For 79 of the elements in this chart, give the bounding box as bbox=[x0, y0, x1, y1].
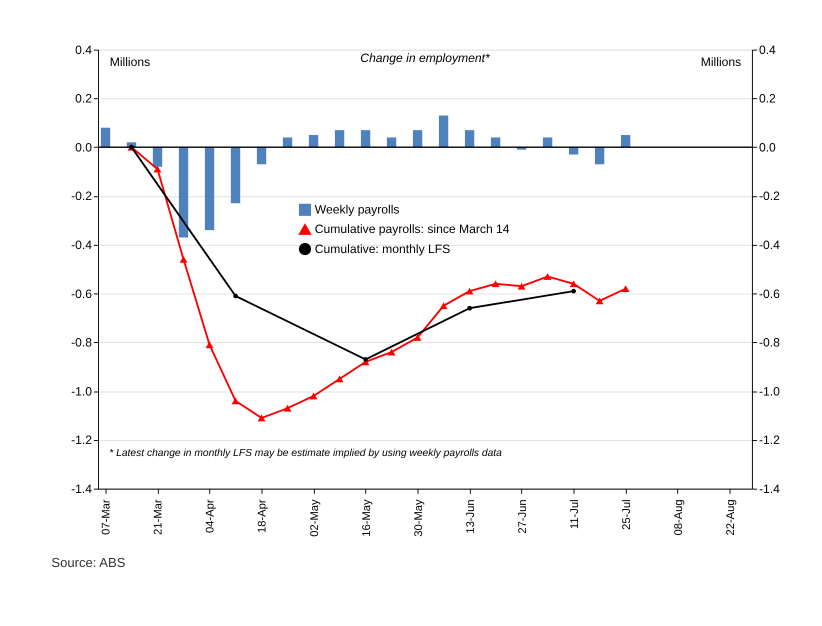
chart-title: Change in employment* bbox=[360, 50, 491, 65]
bar bbox=[178, 147, 188, 238]
y-tick-label: -0.2 bbox=[71, 189, 92, 204]
point bbox=[180, 256, 188, 263]
bar bbox=[412, 130, 422, 148]
bar bbox=[594, 147, 604, 164]
bar bbox=[620, 135, 630, 148]
y-tick-label: -1.0 bbox=[71, 384, 92, 398]
y2-tick-label: 0.0 bbox=[758, 140, 776, 154]
y2-tick-label: -0.4 bbox=[758, 238, 780, 252]
bar bbox=[542, 137, 552, 148]
x-tick-label: 08-Aug bbox=[672, 499, 685, 536]
point bbox=[284, 404, 292, 412]
y2-tick-label: -0.2 bbox=[758, 189, 780, 204]
bar bbox=[230, 147, 240, 204]
bar bbox=[256, 147, 266, 164]
y2-tick-label: 0.2 bbox=[758, 92, 776, 106]
y-tick-label: -1.2 bbox=[71, 433, 92, 448]
legend-label: Cumulative payrolls: since March 14 bbox=[314, 222, 510, 236]
point bbox=[596, 297, 604, 304]
bar bbox=[100, 128, 110, 148]
point bbox=[388, 348, 396, 356]
point bbox=[206, 341, 214, 348]
x-tick-label: 25-Jul bbox=[620, 499, 633, 530]
source-note: Source: ABS bbox=[51, 555, 126, 570]
y2-tick-label: 0.4 bbox=[758, 42, 776, 57]
y2-tick-label: -1.4 bbox=[758, 482, 780, 496]
y-tick-label: 0.4 bbox=[75, 42, 92, 57]
point bbox=[622, 285, 630, 292]
y-tick-label: 0.2 bbox=[75, 92, 92, 106]
x-tick-label: 13-Jun bbox=[464, 499, 477, 534]
legend-label: Weekly payrolls bbox=[314, 202, 400, 217]
point bbox=[414, 334, 422, 341]
bar bbox=[360, 130, 370, 148]
y-tick-label: -0.8 bbox=[71, 336, 92, 350]
point bbox=[336, 376, 344, 382]
y-tick-label: -0.4 bbox=[71, 238, 92, 252]
x-tick-label: 07-Mar bbox=[100, 499, 113, 535]
y-tick-label: -1.4 bbox=[71, 482, 92, 496]
point bbox=[492, 280, 500, 288]
point bbox=[310, 392, 318, 400]
point bbox=[518, 282, 526, 290]
x-tick-label: 22-Aug bbox=[724, 499, 737, 536]
y2-tick-label: -0.8 bbox=[758, 336, 780, 350]
x-tick-label: 27-Jun bbox=[516, 499, 529, 534]
annotation: * Latest change in monthly LFS may be estimate implied by using weekly payrolls data bbox=[109, 448, 502, 459]
x-tick-label: 30-May bbox=[412, 499, 425, 537]
point bbox=[440, 302, 448, 310]
bar bbox=[464, 130, 474, 148]
point bbox=[571, 288, 576, 294]
point bbox=[233, 294, 238, 298]
legend-label: Cumulative: monthly LFS bbox=[314, 242, 450, 256]
x-tick-label: 16-May bbox=[360, 499, 373, 537]
point bbox=[466, 288, 474, 294]
y2-tick-label: -1.2 bbox=[758, 433, 780, 448]
point bbox=[258, 414, 266, 422]
y2-tick-label: -0.6 bbox=[758, 286, 780, 301]
y-axis-title: Millions bbox=[110, 55, 150, 69]
point bbox=[363, 357, 368, 362]
point bbox=[154, 166, 162, 173]
y2-axis-title: Millions bbox=[700, 55, 742, 69]
x-tick-label: 21-Mar bbox=[152, 499, 165, 535]
x-tick-label: 11-Jul bbox=[568, 499, 581, 530]
x-tick-label: 04-Apr bbox=[204, 499, 217, 534]
bar bbox=[334, 130, 344, 148]
bar bbox=[438, 116, 448, 148]
y-tick-label: -0.6 bbox=[71, 286, 92, 301]
point bbox=[570, 280, 578, 288]
bar bbox=[568, 147, 578, 155]
point bbox=[544, 273, 552, 280]
bar bbox=[490, 137, 500, 148]
y-tick-label: 0.0 bbox=[75, 140, 92, 154]
x-tick-label: 02-May bbox=[308, 499, 321, 537]
point bbox=[467, 306, 472, 311]
y2-tick-label: -1.0 bbox=[758, 384, 780, 398]
bar bbox=[308, 135, 318, 148]
bar bbox=[204, 147, 214, 230]
x-tick-label: 18-Apr bbox=[256, 499, 269, 534]
point bbox=[232, 397, 240, 404]
